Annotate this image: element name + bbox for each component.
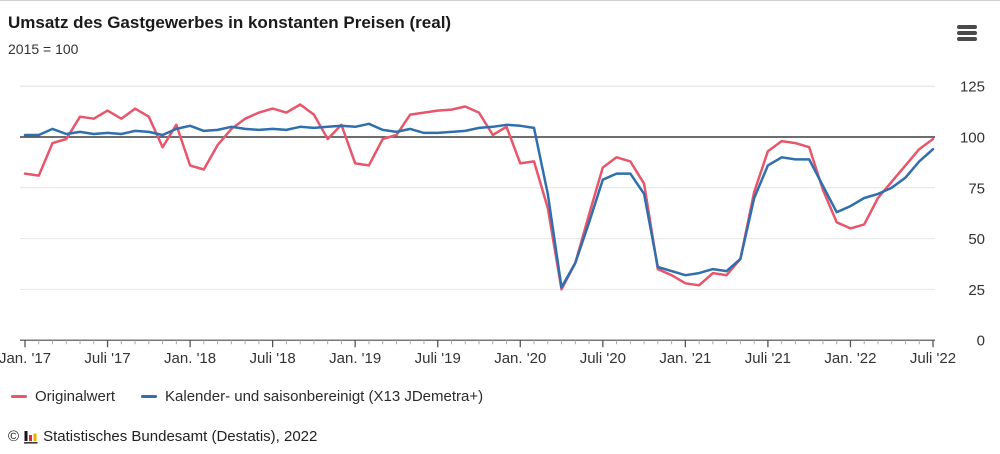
series-line-saisonbereinigt[interactable]: [23, 122, 935, 289]
svg-text:25: 25: [968, 282, 985, 299]
svg-text:Jan. '21: Jan. '21: [659, 350, 711, 367]
legend-label: Originalwert: [35, 388, 116, 405]
x-axis: [20, 339, 935, 348]
svg-text:Jan. '19: Jan. '19: [329, 350, 381, 367]
svg-text:Juli '18: Juli '18: [250, 350, 296, 367]
svg-text:50: 50: [968, 231, 985, 248]
chart-legend: Originalwert Kalender- und saisonbereini…: [11, 388, 483, 405]
svg-text:Jan. '18: Jan. '18: [164, 350, 216, 367]
svg-text:Juli '22: Juli '22: [910, 350, 956, 367]
x-axis-labels: Jan. '17 Juli '17 Jan. '18 Juli '18 Jan. '19…: [0, 350, 956, 367]
svg-text:Juli '21: Juli '21: [745, 350, 791, 367]
legend-item-originalwert[interactable]: Originalwert: [11, 388, 115, 405]
chart-menu-button[interactable]: [953, 22, 981, 46]
legend-label: Kalender- und saisonbereinigt (X13 JDeme…: [165, 388, 484, 405]
y-axis-labels: 0 25 50 75 100 125: [960, 79, 985, 350]
legend-item-saisonbereinigt[interactable]: Kalender- und saisonbereinigt (X13 JDeme…: [141, 388, 483, 405]
svg-text:Jan. '22: Jan. '22: [824, 350, 876, 367]
hamburger-icon: [956, 25, 978, 41]
source-attribution: © Statistisches Bundesamt (Destatis), 20…: [8, 428, 317, 445]
svg-text:Juli '17: Juli '17: [84, 350, 130, 367]
chart-subtitle: 2015 = 100: [8, 41, 79, 57]
source-text: Statistisches Bundesamt (Destatis), 2022: [43, 428, 318, 445]
svg-text:Jan. '20: Jan. '20: [494, 350, 546, 367]
y-gridlines: [20, 85, 935, 290]
svg-text:100: 100: [960, 130, 985, 147]
svg-text:Jan. '17: Jan. '17: [0, 350, 51, 367]
saisonbereinigt-line-swatch-icon: [141, 395, 158, 398]
originalwert-line-swatch-icon: [11, 395, 27, 398]
svg-text:75: 75: [968, 180, 985, 197]
svg-text:Juli '19: Juli '19: [415, 350, 461, 367]
series-line-originalwert[interactable]: [23, 103, 935, 291]
chart-title: Umsatz des Gastgewerbes in konstanten Pr…: [8, 13, 452, 32]
svg-text:0: 0: [977, 333, 985, 350]
top-divider: [0, 0, 1000, 1]
destatis-logo-icon: [24, 431, 38, 444]
svg-text:Juli '20: Juli '20: [580, 350, 626, 367]
copyright-symbol: ©: [8, 428, 20, 445]
svg-text:125: 125: [960, 79, 985, 96]
